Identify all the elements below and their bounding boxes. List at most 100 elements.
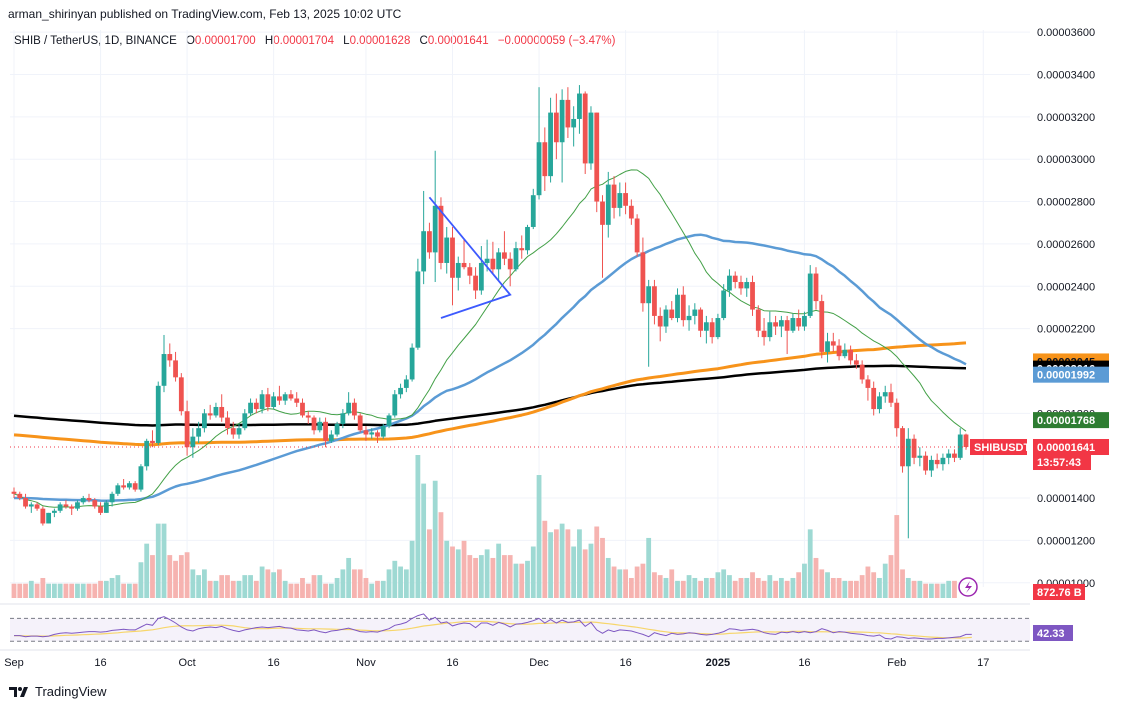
candle-body (461, 262, 467, 268)
y-tick-label: 0.00002800 (1037, 197, 1095, 209)
tradingview-logo-icon (9, 686, 28, 697)
candle-body (380, 426, 386, 437)
y-tick-label: 0.00001400 (1037, 493, 1095, 505)
volume-bar (640, 563, 646, 598)
y-tick-label: 0.00003200 (1037, 112, 1095, 124)
y-tick-label: 0.00001200 (1037, 535, 1095, 547)
volume-bar (652, 572, 657, 598)
volume-bar (300, 577, 305, 598)
candle-body (600, 201, 605, 225)
volume-bar (115, 575, 121, 598)
candle-body (432, 205, 438, 253)
volume-bar (380, 580, 386, 598)
volume-bar (392, 560, 398, 598)
symbol-title[interactable]: SHIB / TetherUS, 1D, BINANCE (14, 35, 177, 47)
candle-body (652, 286, 657, 316)
candle-body (473, 275, 478, 291)
candle-body (842, 349, 848, 357)
ma-orange-line (13, 341, 967, 447)
candle-body (184, 411, 190, 448)
y-tick-label: 0.00003600 (1037, 27, 1095, 39)
candle-body (952, 453, 957, 458)
candle-body (911, 438, 917, 458)
ohlc-legend: SHIB / TetherUS, 1D, BINANCE O0.00001700… (14, 35, 615, 47)
volume-bar (253, 580, 259, 598)
candle-body (490, 258, 496, 270)
candle-body (213, 406, 219, 416)
volume-bar (282, 580, 288, 598)
candle-body (40, 508, 46, 524)
x-tick-label: Oct (179, 657, 196, 669)
footer-brand[interactable]: TradingView (9, 684, 107, 699)
candle-body (790, 318, 796, 331)
volume-bar (536, 475, 542, 598)
candle-body (698, 309, 703, 331)
volume-bar (703, 577, 709, 598)
candle-body (848, 349, 854, 361)
volume-bar (548, 532, 553, 598)
volume-bar (611, 566, 617, 598)
ma-green-label: 0.00001768 (1033, 412, 1109, 429)
candle-body (323, 421, 328, 441)
volume-bar (571, 546, 577, 598)
flash-icon-bolt (965, 581, 972, 593)
candle-body (230, 428, 236, 435)
volume-bar (69, 583, 75, 598)
candle-body (692, 309, 698, 316)
volume-bar (265, 569, 271, 598)
candle-body (178, 377, 184, 412)
candle-body (363, 430, 369, 435)
candle-body (34, 504, 40, 509)
volume-bar (582, 549, 588, 598)
volume-bar (750, 572, 755, 598)
candle-body (132, 483, 138, 490)
volume-bar (819, 569, 825, 598)
candle-body (542, 142, 548, 177)
candle-body (398, 387, 403, 395)
candle-body (750, 282, 755, 310)
candle-body (646, 286, 652, 304)
price-axis[interactable]: 0.00003600 0.00003400 0.00003200 0.00003000… (1037, 27, 1095, 590)
change-value: −0.00000059 (−3.47%) (497, 35, 616, 47)
candle-body (92, 500, 98, 507)
candle-body (877, 396, 882, 410)
high-value: 0.00001704 (273, 35, 334, 47)
volume-bar (98, 580, 103, 598)
volume-bar (213, 580, 219, 598)
symbol-tag: SHIBUSDT (970, 439, 1031, 456)
volume-bar (161, 523, 167, 598)
volume-bar (617, 569, 623, 598)
candle-body (80, 498, 86, 503)
candle-body (23, 498, 28, 507)
volume-bar (138, 562, 144, 598)
volume-label-bg (1033, 584, 1085, 600)
volume-bar (328, 583, 334, 598)
volume-bar (242, 575, 248, 598)
volume-bar (178, 555, 184, 598)
volume-bar (490, 557, 496, 598)
candle-body (871, 387, 877, 410)
candle-body (236, 428, 242, 435)
candle-body (553, 112, 559, 143)
ma-green-label-bg (1033, 412, 1109, 429)
volume-bar (484, 549, 490, 598)
volume-bar (496, 543, 502, 598)
candle-body (438, 205, 444, 263)
candle-body (721, 290, 727, 319)
time-axis[interactable]: Sep 16 Oct 16 Nov 16 Dec 16 2025 16 Feb 17 (4, 657, 989, 669)
volume-bar (167, 555, 173, 598)
rsi-band (10, 618, 1030, 642)
rsi-value-label-text: 42.33 (1037, 628, 1065, 640)
volume-bar (11, 583, 17, 598)
volume-bar (369, 583, 375, 598)
volume-bar (721, 569, 727, 598)
candle-body (640, 252, 646, 304)
candle-body (928, 459, 934, 471)
volume-bar (28, 580, 34, 598)
volume-bar (438, 512, 444, 598)
volume-bar (923, 583, 929, 598)
volume-bar (790, 577, 796, 598)
volume-bar (40, 577, 46, 598)
moving-averages (13, 169, 967, 508)
